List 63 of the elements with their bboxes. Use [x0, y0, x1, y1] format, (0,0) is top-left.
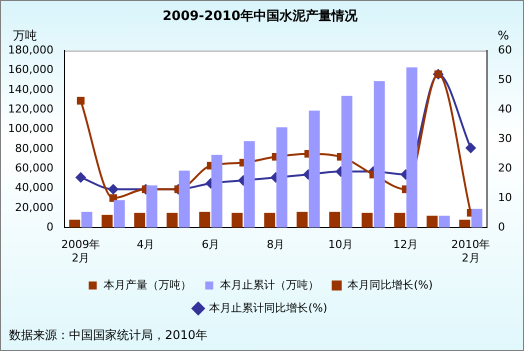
bar	[296, 212, 308, 228]
y2-tick-label: 40	[498, 102, 512, 116]
point	[108, 184, 118, 194]
bar	[114, 200, 125, 228]
x-tick-label: 6月	[202, 238, 220, 252]
bar	[146, 185, 158, 228]
bar	[134, 212, 146, 228]
point	[76, 96, 85, 105]
bar	[244, 141, 255, 228]
y2-axis-title: %	[498, 28, 509, 43]
bar	[341, 96, 352, 228]
bar	[362, 212, 373, 228]
y-axis-title: 万吨	[13, 28, 37, 43]
point	[109, 194, 118, 202]
bar	[199, 212, 210, 228]
source-note: 数据来源：中国国家统计局，2010年	[9, 328, 208, 342]
bar	[276, 127, 288, 228]
x-tick-label: 8月	[266, 238, 285, 252]
bar	[211, 154, 222, 228]
legend-label: 本月止累计同比增长(%)	[209, 301, 328, 314]
y-tick-label: 40,000	[14, 181, 54, 194]
bar	[394, 212, 406, 228]
y2-tick-label: 20	[498, 161, 512, 174]
legend-label: 本月产量（万吨）	[104, 278, 192, 292]
y-tick-label: 80,000	[14, 142, 54, 155]
point	[76, 172, 86, 182]
bar	[459, 220, 470, 228]
bar	[69, 220, 80, 228]
x-tick-label: 2009年 2月	[61, 238, 100, 264]
y-tick-label: 140,000	[8, 82, 54, 96]
x-tick-label: 2010年 2月	[451, 238, 490, 264]
bar	[471, 208, 482, 228]
x-tick-label: 10月	[328, 238, 354, 252]
bar	[406, 67, 418, 228]
y2-tick-label: 30	[498, 132, 512, 145]
bar	[438, 216, 450, 228]
bar	[264, 212, 276, 228]
bar	[102, 214, 113, 228]
y2-tick-label: 10	[498, 190, 512, 204]
bar	[308, 110, 320, 228]
y2-tick-label: 0	[498, 220, 506, 234]
bar	[426, 216, 438, 228]
chart-title: 2009-2010年中国水泥产量情况	[162, 8, 358, 24]
legend-label: 本月止累计（万吨）	[220, 278, 320, 292]
legend-label: 本月同比增长(%)	[348, 278, 433, 292]
y-tick-label: 180,000	[8, 43, 54, 56]
bar	[178, 170, 190, 228]
y-tick-label: 60,000	[14, 161, 54, 174]
y-tick-label: 0	[46, 220, 54, 234]
x-tick-label: 12月	[393, 238, 418, 252]
y-tick-label: 160,000	[8, 63, 54, 76]
bar	[232, 212, 243, 228]
bar	[81, 212, 92, 228]
point	[466, 142, 476, 153]
y-tick-label: 120,000	[8, 102, 54, 116]
y-tick-label: 20,000	[14, 200, 54, 214]
y-tick-label: 100,000	[8, 122, 54, 136]
bar	[374, 81, 385, 228]
y2-tick-label: 60	[498, 43, 512, 56]
y2-tick-label: 50	[498, 72, 512, 86]
bar	[166, 212, 178, 228]
bar	[329, 212, 340, 228]
x-tick-label: 4月	[136, 238, 155, 252]
